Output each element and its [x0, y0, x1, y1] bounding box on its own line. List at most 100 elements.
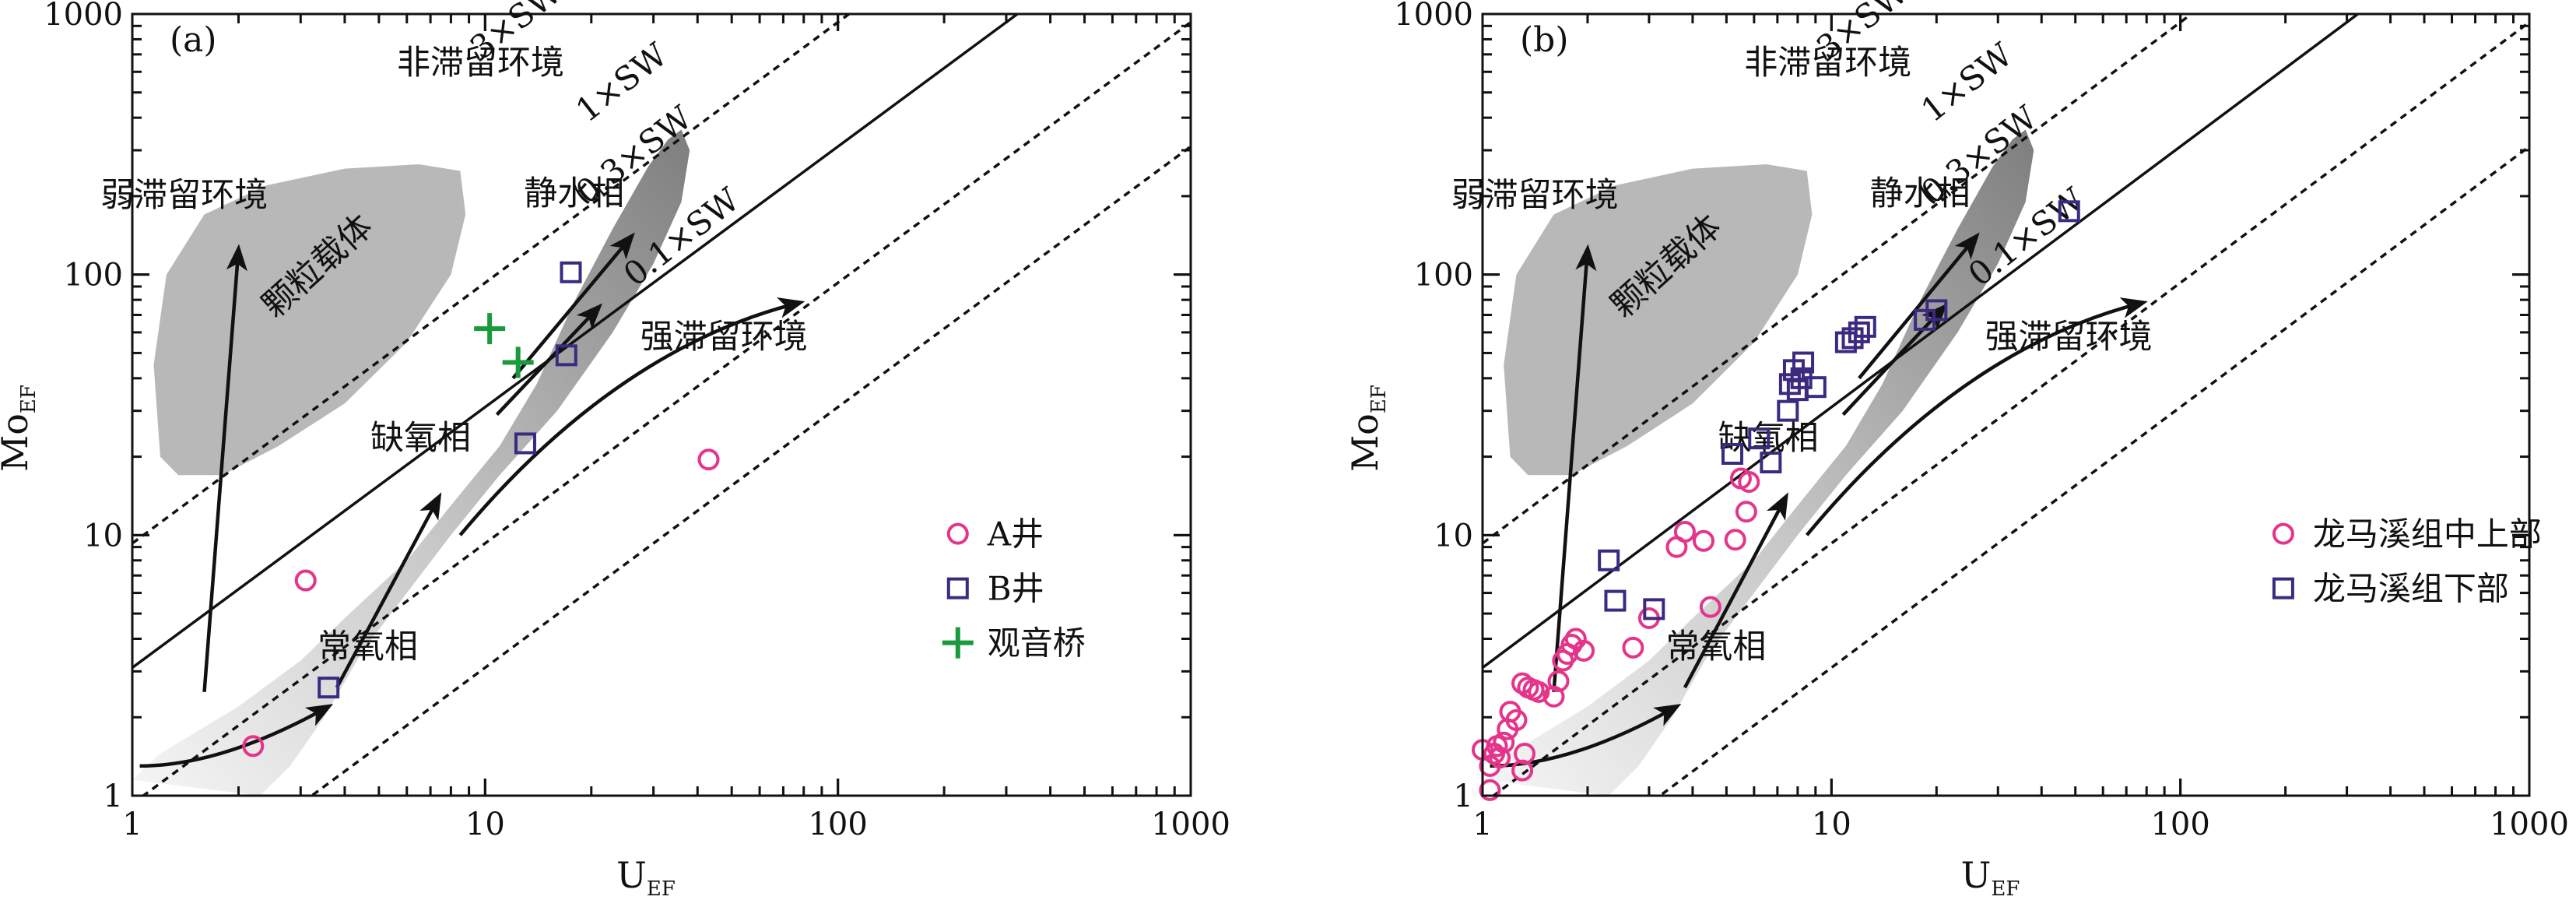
data-point [1925, 299, 1948, 322]
plot-area [1483, 14, 2529, 796]
data-point [1777, 399, 1799, 422]
legend-marker [946, 577, 969, 599]
region-label: 缺氧相 [370, 419, 471, 458]
trend-arrow-3 [458, 297, 805, 536]
data-point [1673, 521, 1696, 543]
data-point [2058, 200, 2080, 223]
y-axis-label: MoEF [1344, 385, 1391, 472]
data-point [1804, 376, 1827, 399]
reference-line-2 [141, 21, 1191, 796]
data-point [1493, 731, 1515, 754]
reference-line-1 [132, 14, 1020, 669]
anoxic-euxinic-field [1483, 129, 2034, 796]
data-point [502, 346, 534, 378]
data-point [1735, 501, 1757, 523]
x-tick-label: 10 [465, 807, 505, 842]
ticks [131, 12, 1192, 797]
chart-panel-b: 非滞留环境弱滞留环境颗粒载体静水相强滞留环境缺氧相常氧相3×SW1×SW0.3×… [1344, 0, 2569, 900]
legend-label: 龙马溪组中上部 [2313, 515, 2542, 554]
data-point [1748, 427, 1771, 450]
data-point [242, 735, 265, 758]
data-point [1643, 598, 1665, 621]
data-point [1511, 672, 1534, 694]
legend-label: B井 [988, 570, 1044, 608]
trend-arrow-2 [1683, 492, 1788, 689]
data-point [514, 432, 536, 455]
data-point [555, 344, 577, 367]
data-point [697, 448, 720, 471]
region-label: 强滞留环境 [640, 318, 808, 357]
region-label: 静水相 [524, 174, 624, 213]
x-tick-label: 10 [1812, 807, 1851, 842]
trend-arrow-5 [511, 232, 635, 380]
series-0 [242, 448, 720, 758]
data-point [1542, 685, 1565, 708]
trend-arrow-3 [1805, 297, 2148, 536]
series-2 [474, 313, 534, 378]
data-point [1738, 471, 1760, 494]
series-1 [318, 261, 582, 699]
plot-area [132, 14, 1191, 796]
series-1 [1598, 200, 2080, 621]
trend-arrow-2 [335, 492, 442, 689]
data-point [1479, 779, 1501, 801]
data-point [1760, 452, 1782, 474]
data-point [474, 313, 506, 345]
y-tick-label: 10 [1434, 518, 1473, 554]
legend-label: 观音桥 [988, 624, 1086, 663]
x-tick-label: 100 [2150, 807, 2209, 842]
data-point [1573, 639, 1595, 662]
region-label: 强滞留环境 [1985, 318, 2153, 357]
y-axis-label: MoEF [0, 385, 40, 472]
axes-frame [1481, 12, 2531, 797]
data-point [1511, 759, 1534, 782]
trend-arrow-4 [495, 303, 603, 417]
legend-marker [2272, 577, 2294, 599]
y-tick-label: 1000 [1394, 0, 1473, 33]
x-tick-label: 1 [122, 807, 142, 842]
data-point [1560, 633, 1583, 656]
data-point [1505, 708, 1528, 731]
data-point [318, 677, 340, 699]
chart-panel-a: 非滞留环境弱滞留环境颗粒载体静水相强滞留环境缺氧相常氧相3×SW1×SW0.3×… [0, 0, 1230, 900]
legend-label: A井 [987, 515, 1044, 554]
reference-line-0 [1483, 14, 2194, 545]
data-point [1622, 636, 1644, 659]
panel-label: (a) [170, 20, 217, 60]
x-tick-label: 100 [808, 807, 867, 842]
x-tick-label: 1000 [2490, 807, 2569, 842]
legend-marker [946, 522, 969, 545]
x-tick-label: 1000 [1151, 807, 1230, 842]
region-label: 非滞留环境 [397, 44, 564, 83]
data-point [1778, 373, 1801, 396]
legend-label: 龙马溪组下部 [2313, 570, 2509, 608]
data-point [1514, 742, 1536, 765]
reference-line-3 [1658, 145, 2529, 796]
region-label: 非滞留环境 [1744, 44, 1911, 83]
data-point [1547, 670, 1570, 692]
particulate-shuttle-field [1504, 164, 1813, 476]
region-label: 常氧相 [318, 628, 418, 666]
x-axis-label: UEF [616, 854, 676, 897]
region-label: 弱滞留环境 [1451, 176, 1619, 215]
y-tick-label: 1000 [44, 0, 123, 33]
panel-label: (b) [1520, 20, 1569, 60]
data-point [1721, 442, 1744, 465]
y-tick-label: 100 [64, 258, 123, 294]
data-point [1848, 321, 1870, 343]
x-tick-label: 1 [1472, 807, 1492, 842]
data-point [1489, 747, 1511, 769]
data-point [1693, 529, 1715, 552]
trend-arrow-1 [1490, 704, 1682, 768]
reference-line-3 [309, 145, 1191, 796]
trend-arrow-4 [1841, 303, 1948, 417]
legend-marker [2272, 522, 2294, 545]
data-point [1598, 549, 1620, 571]
region-label: 静水相 [1870, 174, 1971, 213]
ticks [1481, 12, 2531, 797]
particulate-shuttle-field [153, 164, 466, 476]
trend-arrow-0 [202, 244, 247, 692]
